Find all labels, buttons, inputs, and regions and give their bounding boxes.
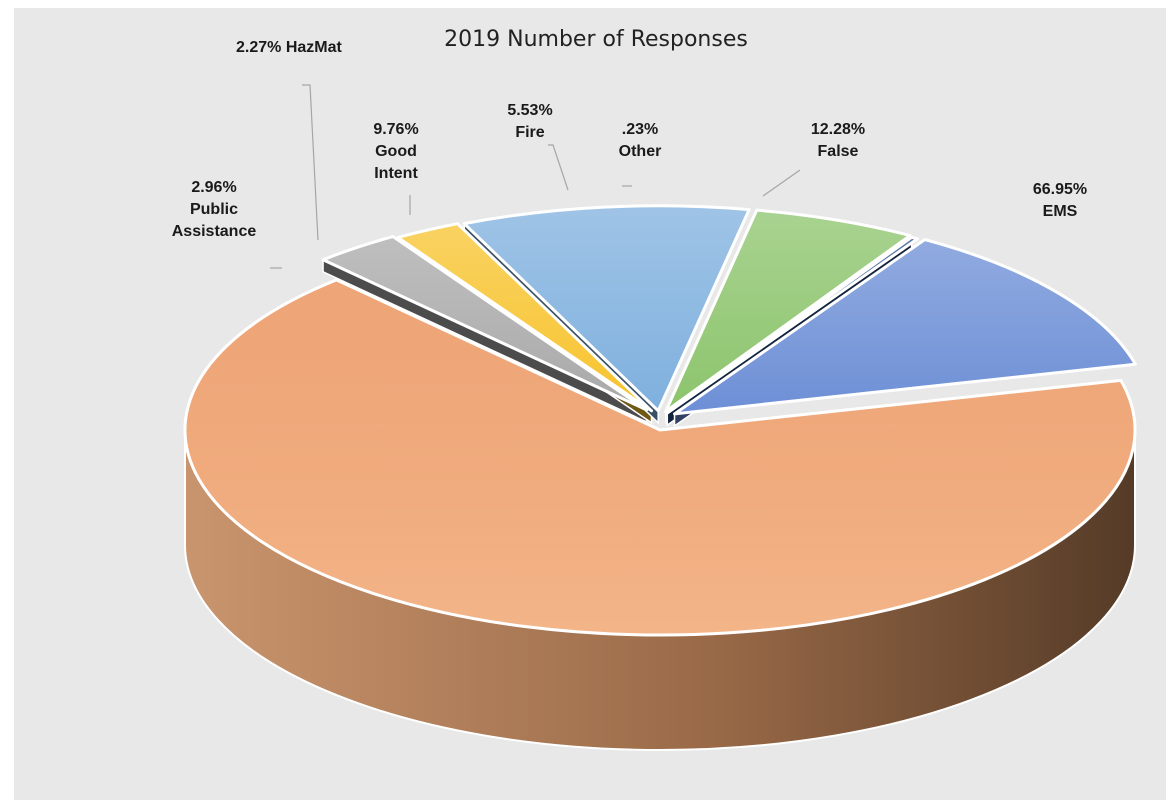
data-label-hazmat: 2.27% HazMat [236,39,342,56]
leader-line [548,144,569,191]
chart-title: 2019 Number of Responses [444,27,748,52]
data-label-ems: 66.95% EMS [1033,181,1087,220]
data-label-false: 12.28% False [811,121,865,160]
data-label-other: .23% Other [619,121,662,160]
data-label-good-intent: 9.76% Good Intent [373,121,418,182]
leader-line [302,84,319,241]
data-label-fire: 5.53% Fire [507,102,552,141]
data-label-public-assistance: 2.96% Public Assistance [172,179,257,240]
leader-line [762,169,801,197]
